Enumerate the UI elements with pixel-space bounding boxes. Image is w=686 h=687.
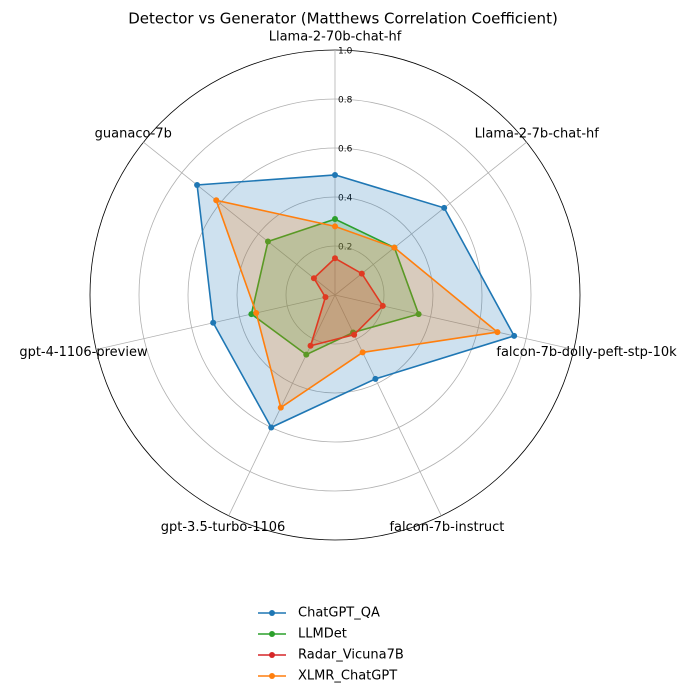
data-point xyxy=(511,332,518,339)
spoke xyxy=(143,141,336,296)
r-tick-label: 1.0 xyxy=(338,47,353,57)
r-tick-label: 0.2 xyxy=(338,243,352,253)
data-point xyxy=(248,311,255,318)
category-label: guanaco-7b xyxy=(95,127,172,142)
data-point xyxy=(310,275,317,282)
category-label: gpt-3.5-turbo-1106 xyxy=(161,520,286,535)
category-label: falcon-7b-instruct xyxy=(389,520,504,535)
data-point xyxy=(415,311,422,318)
series-area xyxy=(216,200,498,408)
data-point xyxy=(277,404,284,411)
data-point xyxy=(332,171,338,178)
data-point xyxy=(379,302,386,309)
data-point xyxy=(213,197,220,204)
series-line xyxy=(309,257,384,347)
legend-label: LLMDet xyxy=(298,627,347,642)
category-label: gpt-4-1106-preview xyxy=(19,345,148,360)
legend-label: XLMR_ChatGPT xyxy=(298,669,397,684)
r-tick-label: 0.4 xyxy=(338,194,353,204)
data-point xyxy=(264,238,271,245)
series-line xyxy=(196,174,516,429)
data-point xyxy=(494,329,501,336)
data-point xyxy=(391,244,398,251)
data-point xyxy=(268,424,275,431)
data-point xyxy=(253,309,260,316)
category-label: falcon-7b-dolly-peft-stp-10k xyxy=(496,345,677,360)
legend-marker xyxy=(269,673,275,679)
data-point xyxy=(441,204,448,211)
legend-marker xyxy=(269,652,275,658)
data-point xyxy=(194,182,201,189)
series-line xyxy=(250,218,420,356)
data-point xyxy=(358,270,365,277)
data-point xyxy=(322,294,329,301)
legend-marker xyxy=(269,631,275,637)
category-label: Llama-2-70b-chat-hf xyxy=(269,30,402,45)
series-area xyxy=(251,219,419,355)
r-tick-label: 0.6 xyxy=(338,145,353,155)
data-point xyxy=(359,349,366,356)
spoke xyxy=(334,141,527,296)
data-point xyxy=(210,319,217,326)
data-point xyxy=(332,216,338,223)
chart-title: Detector vs Generator (Matthews Correlat… xyxy=(128,10,558,28)
legend-label: Radar_Vicuna7B xyxy=(298,648,404,663)
legend-label: ChatGPT_QA xyxy=(298,606,380,621)
series-line xyxy=(214,199,500,409)
data-point xyxy=(351,331,358,338)
legend-marker xyxy=(269,610,275,616)
data-point xyxy=(332,223,338,230)
category-label: Llama-2-7b-chat-hf xyxy=(475,127,600,142)
r-tick-label: 0.8 xyxy=(338,96,353,106)
data-point xyxy=(303,351,310,358)
spoke xyxy=(334,294,574,350)
data-point xyxy=(307,342,314,349)
data-point xyxy=(372,375,379,382)
data-point xyxy=(332,255,338,262)
